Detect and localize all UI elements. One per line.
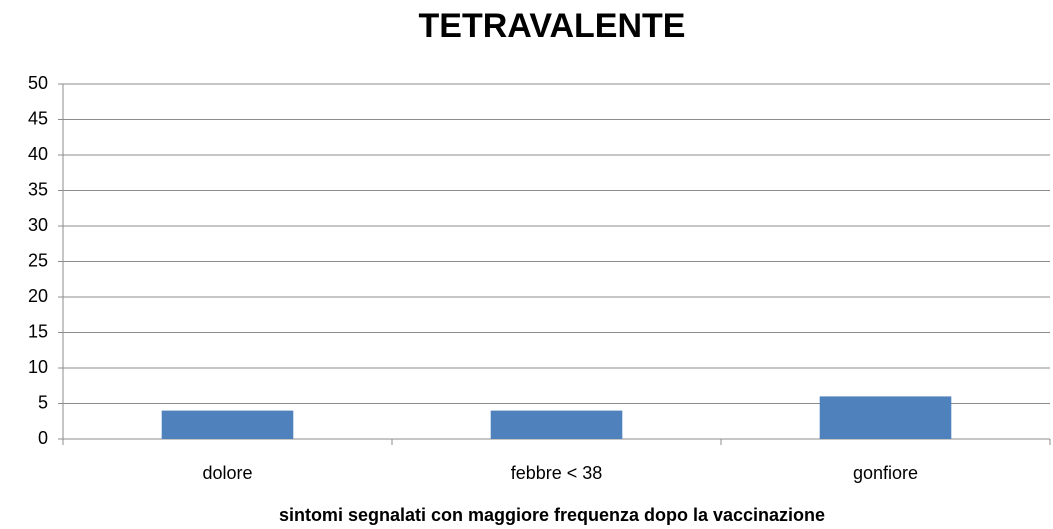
y-tick-label: 35 bbox=[28, 179, 48, 199]
y-tick-label: 30 bbox=[28, 215, 48, 235]
y-tick-label: 45 bbox=[28, 108, 48, 128]
bar bbox=[161, 410, 294, 439]
bar bbox=[490, 410, 623, 439]
x-axis-label: sintomi segnalati con maggiore frequenza… bbox=[279, 505, 825, 525]
bar bbox=[819, 396, 952, 439]
x-tick-label: febbre < 38 bbox=[511, 463, 603, 483]
y-tick-label: 25 bbox=[28, 250, 48, 270]
x-tick-label: gonfiore bbox=[853, 463, 918, 483]
y-tick-label: 10 bbox=[28, 357, 48, 377]
chart-title: TETRAVALENTE bbox=[419, 7, 686, 45]
x-tick-label: dolore bbox=[202, 463, 252, 483]
y-tick-label: 50 bbox=[28, 73, 48, 93]
y-tick-label: 15 bbox=[28, 321, 48, 341]
y-tick-label: 5 bbox=[38, 392, 48, 412]
y-tick-label: 40 bbox=[28, 144, 48, 164]
y-tick-label: 0 bbox=[38, 428, 48, 448]
y-tick-label: 20 bbox=[28, 286, 48, 306]
